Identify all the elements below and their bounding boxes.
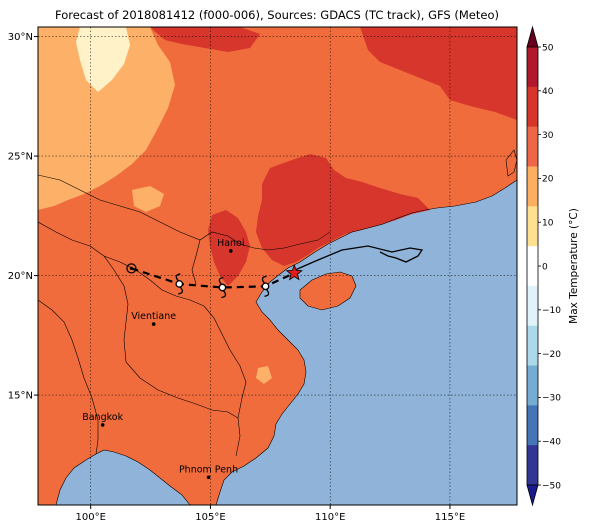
colorbar-tick-label: −40	[542, 438, 561, 448]
forecast-track-line	[131, 267, 295, 289]
colorbar-segment	[527, 47, 538, 88]
lat-tick-label: 25°N	[8, 152, 33, 163]
figure-title: Forecast of 2018081412 (f000-006), Sourc…	[55, 8, 499, 22]
colorbar-segment	[527, 126, 538, 167]
observed-track-line	[294, 245, 424, 271]
colorbar-tick-label: −30	[542, 394, 561, 404]
city-label: Bangkok	[82, 412, 123, 423]
map-gridlines	[38, 27, 517, 505]
remnant-low-icon	[126, 263, 137, 274]
lat-tick-label: 15°N	[8, 391, 33, 402]
colorbar: 50 40 30 20 10 0 −10 −20 −30 −40 −50	[526, 25, 561, 507]
land-temperature-10-20-patch	[132, 186, 164, 212]
china-coast-inland	[267, 231, 331, 251]
colorbar-segment	[527, 365, 538, 406]
land-temperature-30-40-north	[150, 27, 260, 52]
tropical-storm-icon	[175, 273, 184, 295]
city-marker	[228, 249, 233, 253]
colorbar-tick-label: −10	[542, 306, 561, 316]
colorbar-segment	[527, 285, 538, 327]
tropical-storm-icon	[218, 276, 227, 299]
colorbar-segment	[527, 445, 538, 486]
land-temperature-30-40-red-river	[208, 210, 250, 286]
colorbar-extend-top	[526, 25, 539, 48]
city-marker	[100, 423, 105, 427]
colorbar-segment	[527, 405, 538, 446]
lon-tick-label: 100°E	[75, 512, 105, 523]
coastline-gulf-of-thailand	[55, 449, 191, 505]
city-label: Hanoi	[217, 238, 244, 249]
land-temperature-10-20	[38, 27, 175, 210]
colorbar-segment	[527, 86, 538, 127]
colorbar-tick-label: 10	[542, 219, 554, 229]
colorbar-tick-label: 30	[542, 131, 554, 141]
city-label: Phnom Penh	[179, 464, 238, 475]
land-temperature-30-40-east	[360, 27, 517, 120]
map-area: Hanoi Vientiane Bangkok Phnom Penh	[38, 27, 517, 505]
city-marker	[206, 475, 211, 480]
forecast-track	[126, 263, 303, 299]
land-temperature-10-20-patch-south	[256, 366, 272, 384]
lat-tick-label: 20°N	[8, 271, 33, 282]
colorbar-tick-label: 0	[542, 262, 548, 272]
coastline	[215, 179, 517, 505]
lat-tick-label: 30°N	[8, 32, 33, 43]
colorbar-tick-label: −20	[542, 350, 561, 360]
coastline-hainan	[299, 271, 357, 311]
hainan-island	[300, 272, 356, 310]
colorbar-segment	[527, 166, 538, 207]
city-markers: Hanoi Vientiane Bangkok Phnom Penh	[82, 238, 245, 480]
storm-position-star-icon	[285, 264, 303, 281]
colorbar-tick-label: 40	[542, 87, 554, 97]
tropical-storm-icon	[261, 275, 270, 297]
taiwan-shape	[505, 149, 517, 177]
colorbar-tick-label: −50	[542, 481, 561, 491]
lon-tick-label: 105°E	[195, 512, 225, 523]
lon-tick-label: 110°E	[315, 512, 345, 523]
map-frame	[37, 26, 518, 506]
colorbar-label: Max Temperature (°C)	[568, 208, 580, 324]
colorbar-tick-label: 20	[542, 175, 554, 185]
country-borders	[38, 174, 269, 457]
city-label: Vientiane	[131, 311, 176, 322]
land-temperature-0-10	[76, 27, 130, 92]
map-axis-ticks: 30°N 25°N 20°N 15°N 100°E 105°E 110°E 115°E	[8, 32, 465, 523]
colorbar-tick-label: 50	[542, 43, 554, 53]
colorbar-segment	[527, 246, 538, 287]
land-temperature-20-30	[38, 27, 517, 505]
colorbar-segment	[527, 325, 538, 366]
colorbar-extend-bottom	[526, 484, 539, 507]
land-temperature-30-40-south-china	[256, 154, 430, 266]
city-marker	[151, 322, 156, 326]
lon-tick-label: 115°E	[435, 512, 465, 523]
colorbar-segment	[527, 206, 538, 247]
